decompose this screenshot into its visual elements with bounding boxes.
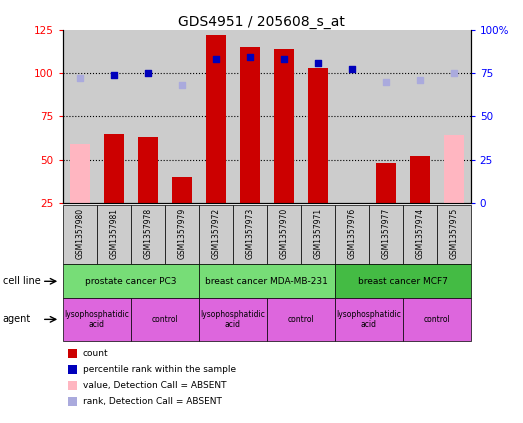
Bar [199,264,335,298]
Bar [301,30,335,203]
Text: rank, Detection Call = ABSENT: rank, Detection Call = ABSENT [83,397,222,406]
Bar [97,30,131,203]
Bar [63,30,97,203]
Bar [403,298,471,341]
Bar [308,68,328,203]
Text: count: count [83,349,108,358]
Bar [376,163,396,203]
Text: GSM1357981: GSM1357981 [109,208,118,259]
Bar [335,30,369,203]
Bar [131,30,165,203]
Text: control: control [287,315,314,324]
Bar [131,298,199,341]
Point [415,77,424,83]
Text: lysophosphatidic
acid: lysophosphatidic acid [336,310,401,329]
Bar [437,205,471,264]
Bar [274,49,294,203]
Text: GSM1357978: GSM1357978 [143,208,152,259]
Bar [97,205,131,264]
Bar [335,298,403,341]
Text: agent: agent [3,314,31,324]
Bar [233,30,267,203]
Point [381,78,390,85]
Text: GSM1357977: GSM1357977 [381,208,390,259]
Point [449,69,458,76]
Bar [267,298,335,341]
Text: GSM1357971: GSM1357971 [313,208,322,259]
Point [75,75,84,82]
Bar [131,205,165,264]
Bar [335,205,369,264]
Point [279,56,288,63]
Bar [267,30,301,203]
Bar [199,30,233,203]
Text: percentile rank within the sample: percentile rank within the sample [83,365,236,374]
Bar [199,205,233,264]
Point [313,59,322,66]
Text: control: control [151,315,178,324]
Bar [172,177,192,203]
Bar [63,205,97,264]
Text: GSM1357970: GSM1357970 [279,208,288,259]
Point [109,71,118,78]
Bar [369,30,403,203]
Point [143,69,152,76]
Bar [267,205,301,264]
Bar [104,134,124,203]
Text: prostate cancer PC3: prostate cancer PC3 [85,277,176,286]
Bar [369,205,403,264]
Bar [165,205,199,264]
Text: cell line: cell line [3,276,40,286]
Bar [63,264,199,298]
Bar [63,298,131,341]
Bar [165,30,199,203]
Bar [240,47,260,203]
Point [211,56,220,63]
Bar [206,35,226,203]
Point [347,66,356,73]
Text: GSM1357973: GSM1357973 [245,208,254,259]
Text: GSM1357975: GSM1357975 [449,208,458,259]
Bar [301,205,335,264]
Bar [70,144,90,203]
Text: GSM1357972: GSM1357972 [211,208,220,259]
Point [177,82,186,88]
Text: GSM1357976: GSM1357976 [347,208,356,259]
Bar [403,205,437,264]
Bar [437,30,471,203]
Text: GSM1357979: GSM1357979 [177,208,186,259]
Text: GSM1357980: GSM1357980 [75,208,84,259]
Bar [335,264,471,298]
Bar [403,30,437,203]
Bar [138,137,158,203]
Bar [410,156,430,203]
Point [245,54,254,61]
Text: GSM1357974: GSM1357974 [415,208,424,259]
Text: lysophosphatidic
acid: lysophosphatidic acid [64,310,129,329]
Text: lysophosphatidic
acid: lysophosphatidic acid [200,310,265,329]
Text: breast cancer MCF7: breast cancer MCF7 [358,277,448,286]
Bar [199,298,267,341]
Text: value, Detection Call = ABSENT: value, Detection Call = ABSENT [83,381,226,390]
Bar [233,205,267,264]
Text: control: control [423,315,450,324]
Text: breast cancer MDA-MB-231: breast cancer MDA-MB-231 [206,277,328,286]
Text: GDS4951 / 205608_s_at: GDS4951 / 205608_s_at [178,15,345,29]
Bar [444,135,464,203]
